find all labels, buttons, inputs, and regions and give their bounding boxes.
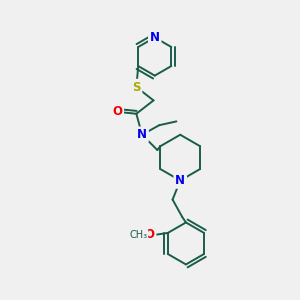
Text: N: N bbox=[175, 174, 185, 187]
Text: S: S bbox=[132, 81, 141, 94]
Text: O: O bbox=[145, 228, 154, 242]
Text: N: N bbox=[150, 31, 160, 44]
Text: CH₃: CH₃ bbox=[129, 230, 147, 240]
Text: N: N bbox=[137, 128, 147, 141]
Text: O: O bbox=[112, 105, 122, 119]
